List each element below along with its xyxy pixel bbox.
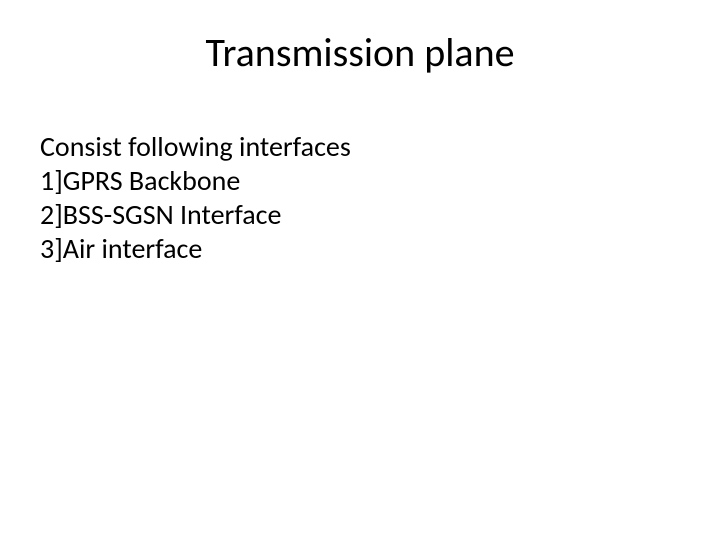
slide-title: Transmission plane [0,28,720,77]
slide: Transmission plane Consist following int… [0,0,720,540]
slide-body: Consist following interfaces 1]GPRS Back… [40,130,680,267]
body-item-1: 1]GPRS Backbone [40,164,680,198]
body-item-3: 3]Air interface [40,232,680,266]
body-intro-line: Consist following interfaces [40,130,680,164]
body-item-2: 2]BSS-SGSN Interface [40,198,680,232]
